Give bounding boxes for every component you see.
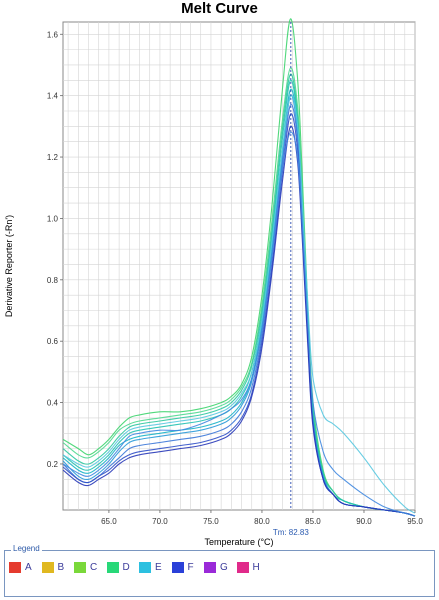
legend-label: D — [122, 561, 130, 573]
series-layer — [62, 18, 416, 517]
legend-item-g: G — [204, 560, 228, 574]
legend-swatch — [204, 561, 216, 573]
x-tick-label: 80.0 — [254, 517, 270, 526]
legend-swatch — [74, 561, 86, 573]
x-tick-label: 85.0 — [305, 517, 321, 526]
legend-item-a: A — [9, 560, 32, 574]
y-tick-label: 1.6 — [47, 30, 59, 39]
melt-curve-chart: Tm: 82.83 65.0 70.0 75.0 80.0 85.0 90.0 95.0 0.… — [4, 18, 423, 547]
y-tick-label: 1.4 — [47, 92, 59, 101]
legend-label: C — [90, 561, 98, 573]
y-axis-label: Derivative Reporter (-Rn') — [4, 215, 14, 317]
legend-swatch — [236, 561, 249, 573]
series-line-9 — [62, 125, 416, 517]
axes: 65.0 70.0 75.0 80.0 85.0 90.0 95.0 0.2 0.4 0.6 0.8… — [47, 30, 423, 526]
legend-label: H — [252, 561, 260, 573]
x-tick-label: 75.0 — [203, 517, 219, 526]
legend-swatch — [41, 561, 54, 573]
legend-item-b: B — [41, 560, 65, 574]
legend-item-d: D — [106, 560, 130, 574]
y-tick-label: 0.4 — [47, 399, 59, 408]
legend-label: E — [155, 561, 162, 573]
legend-label: G — [220, 561, 228, 573]
y-tick-label: 1.2 — [47, 153, 59, 162]
legend-swatch — [9, 561, 21, 573]
chart-title: Melt Curve — [181, 0, 258, 17]
tm-label: Tm: 82.83 — [273, 528, 310, 537]
legend-label: A — [25, 561, 32, 573]
plot-area — [62, 21, 416, 511]
legend: Legend A B C D E F G H — [4, 544, 435, 597]
x-tick-label: 65.0 — [101, 517, 117, 526]
y-tick-label: 0.8 — [47, 276, 59, 285]
legend-item-e: E — [139, 560, 162, 574]
x-tick-label: 70.0 — [152, 517, 168, 526]
legend-swatch — [106, 561, 119, 573]
legend-items: A B C D E F G H — [5, 560, 425, 574]
legend-label: B — [57, 561, 65, 573]
legend-swatch — [139, 561, 151, 573]
x-axis-label: Temperature (°C) — [204, 537, 273, 547]
tm-marker: Tm: 82.83 — [273, 22, 310, 537]
x-tick-label: 90.0 — [356, 517, 372, 526]
legend-item-h: H — [236, 560, 260, 574]
series-line-10 — [62, 131, 416, 517]
x-tick-label: 95.0 — [407, 517, 423, 526]
legend-item-c: C — [74, 560, 97, 574]
y-tick-label: 0.6 — [47, 337, 59, 346]
legend-swatch — [171, 561, 184, 573]
series-line-3 — [62, 73, 416, 517]
y-tick-label: 0.2 — [47, 460, 59, 469]
legend-item-f: F — [171, 560, 194, 574]
legend-label: F — [187, 561, 194, 573]
series-line-11 — [62, 94, 416, 514]
grid — [63, 22, 416, 510]
legend-title: Legend — [11, 544, 42, 553]
y-tick-label: 1.0 — [47, 214, 59, 223]
